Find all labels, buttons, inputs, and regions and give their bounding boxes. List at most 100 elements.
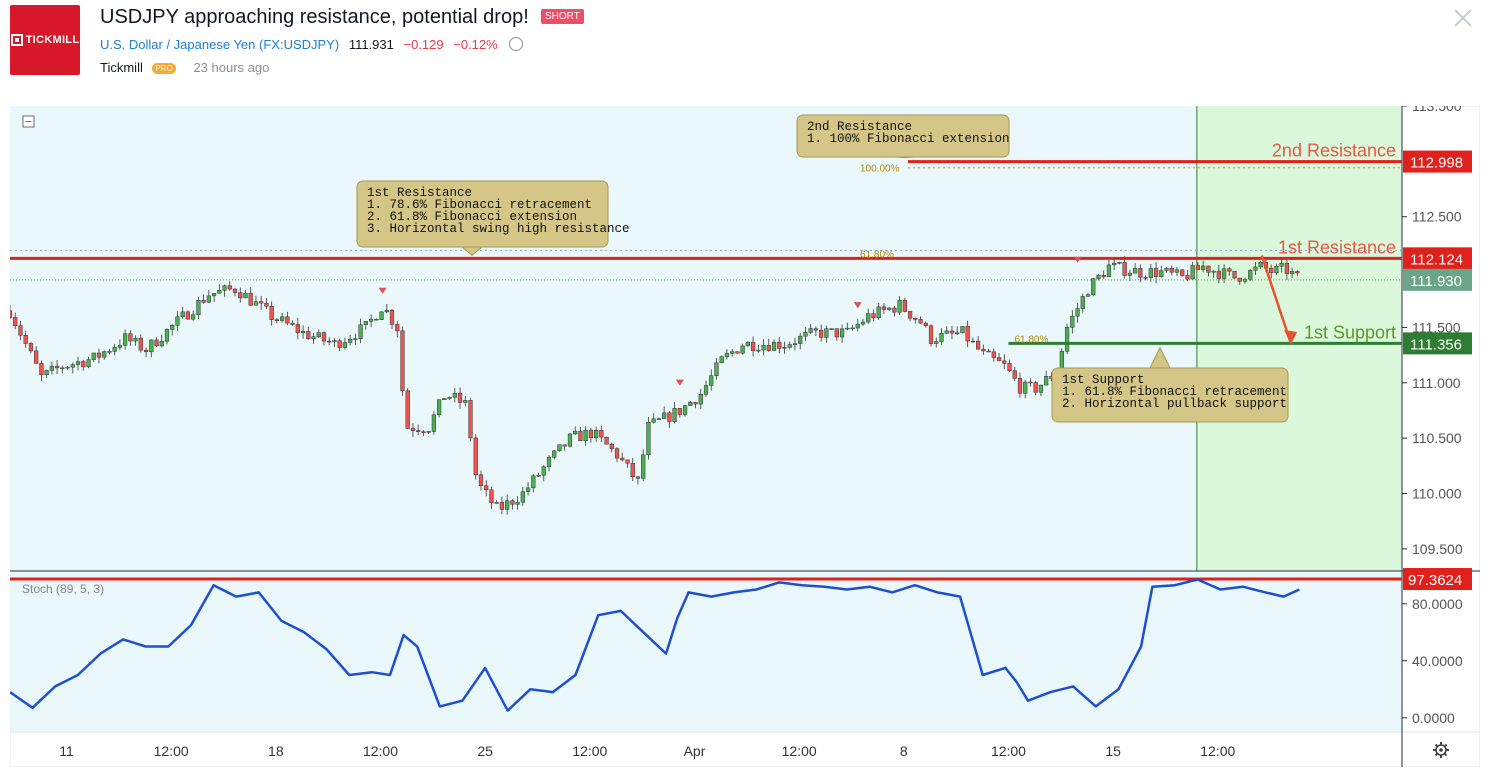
candle-body	[13, 317, 18, 326]
tickmill-logo[interactable]: TICKMILL	[10, 5, 80, 75]
candle-body	[635, 476, 641, 479]
candle-body	[494, 502, 499, 504]
candle-body	[1075, 308, 1080, 317]
candle-body	[217, 290, 222, 294]
candle-body	[928, 325, 934, 344]
signal-marker	[378, 287, 387, 294]
candle-body	[484, 485, 489, 491]
published-time: 23 hours ago	[193, 60, 270, 75]
candle-body	[1143, 276, 1148, 279]
candle-body	[227, 285, 232, 290]
candle-body	[222, 285, 227, 291]
candle-body	[1237, 277, 1242, 282]
candle-body	[1091, 278, 1096, 295]
candle-body	[1070, 315, 1075, 328]
candle-body	[573, 430, 578, 435]
candle-body	[981, 348, 986, 352]
candle-body	[714, 362, 719, 376]
candle-body	[1012, 370, 1017, 379]
idea-title: USDJPY approaching resistance, potential…	[100, 6, 529, 28]
candle-body	[557, 444, 562, 452]
projection-zone	[1196, 106, 1402, 571]
candle-body	[515, 501, 520, 505]
candle-body	[54, 365, 60, 369]
price-tick-label: 109.500	[1412, 541, 1463, 557]
candle-body	[955, 332, 960, 335]
candle-body	[562, 444, 567, 447]
stoch-level-tag	[1403, 568, 1472, 591]
callout-title: 2nd Resistance	[807, 120, 912, 134]
stoch-line	[9, 578, 1300, 712]
candle-body	[703, 385, 709, 395]
time-tick-label: Apr	[684, 743, 706, 759]
alarm-clock-icon[interactable]	[509, 37, 524, 51]
candle-body	[457, 392, 463, 403]
last-price: 111.931	[348, 37, 394, 52]
candle-body	[1138, 268, 1143, 278]
time-tick-label: 12:00	[782, 743, 817, 759]
candle-body	[834, 328, 839, 338]
symbol-line: U.S. Dollar / Japanese Yen (FX:USDJPY) 1…	[100, 37, 524, 52]
candle-body	[892, 307, 897, 313]
candle-body	[1080, 296, 1085, 309]
candle-body	[243, 292, 248, 299]
candle-body	[431, 414, 436, 432]
candle-body	[44, 370, 49, 376]
candle-body	[452, 392, 457, 398]
candle-body	[750, 341, 756, 351]
candle-body	[191, 314, 196, 320]
candle-body	[1180, 269, 1185, 276]
candle-body	[384, 309, 389, 313]
level-price-tag	[1403, 332, 1472, 355]
settings-gear-icon[interactable]	[1433, 742, 1449, 758]
symbol-name-link[interactable]: U.S. Dollar / Japanese Yen	[100, 37, 256, 52]
time-tick-label: 12:00	[991, 743, 1026, 759]
candle-body	[756, 349, 761, 352]
level-price-tag-text: 112.124	[1410, 251, 1463, 268]
candle-body	[65, 366, 70, 369]
author-name-link[interactable]: Tickmill	[100, 60, 143, 75]
candle-body	[876, 306, 881, 319]
candle-body	[447, 396, 452, 399]
candle-body	[159, 341, 164, 347]
candle-body	[871, 313, 876, 319]
close-icon[interactable]	[1452, 7, 1474, 29]
chart-container[interactable]: 2nd Resistance 112.998 100.00% 1st Resistan…	[7, 98, 1481, 768]
candle-body	[499, 502, 505, 510]
signal-marker	[853, 302, 862, 309]
stochastic-pane: Stoch (89, 5, 3) 97.3624	[9, 568, 1472, 712]
candle-body	[677, 408, 682, 415]
stoch-level-tag-text: 97.3624	[1408, 572, 1462, 589]
candle-body	[1096, 275, 1101, 279]
candle-body	[321, 332, 327, 342]
candle-body	[28, 343, 34, 352]
pro-badge: PRO	[152, 63, 176, 74]
candle-body	[620, 457, 625, 461]
candle-body	[463, 400, 468, 403]
stoch-tick-label: 0.0000	[1412, 710, 1455, 726]
candle-body	[75, 361, 81, 365]
candle-body	[960, 326, 965, 334]
candle-body	[1289, 271, 1295, 275]
candle-body	[39, 363, 44, 376]
candle-body	[1127, 272, 1132, 276]
candle-body	[536, 474, 541, 477]
candle-body	[991, 351, 996, 358]
candle-body	[881, 306, 887, 310]
candle-body	[552, 450, 557, 458]
candle-body	[986, 350, 991, 353]
candle-body	[897, 300, 902, 313]
price-tick-label: 110.000	[1412, 486, 1462, 502]
candle-body	[907, 311, 913, 319]
price-chart[interactable]: 2nd Resistance 112.998 100.00% 1st Resistan…	[7, 98, 1481, 768]
candle-body	[7, 310, 13, 318]
symbol-code-link[interactable]: (FX:USDJPY)	[259, 37, 340, 52]
level-price-tag-text: 111.356	[1410, 336, 1462, 353]
price-tick-label: 110.500	[1412, 430, 1462, 446]
price-tick-label: 111.500	[1412, 319, 1461, 335]
price-tick-label: 111.000	[1412, 375, 1461, 391]
candle-body	[311, 336, 316, 340]
candle-body	[473, 437, 478, 475]
candle-body	[604, 436, 609, 445]
candle-body	[264, 302, 269, 307]
